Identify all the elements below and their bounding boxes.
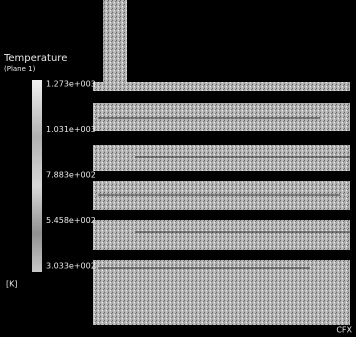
legend-subtitle: (Plane 1) [4,65,36,73]
contour-domain [93,82,350,325]
unit: [K] [6,280,18,289]
legend-label: 3.033e+002 [46,262,96,271]
band [93,145,350,171]
band [93,220,350,250]
legend-label: 7.883e+002 [46,171,96,180]
band [93,260,350,325]
page: Temperature (Plane 1) 1.273e+003 1.031e+0… [0,0,356,337]
legend-title: Temperature [3,53,67,64]
legend-label: 1.031e+003 [46,125,96,134]
band [93,82,350,91]
legend-label: 1.273e+003 [46,80,96,89]
band [93,103,350,131]
inlet [103,0,127,86]
color-bar [32,80,42,272]
legend-label: 5.458e+002 [46,216,96,225]
screenshot: Temperature (Plane 1) 1.273e+003 1.031e+0… [0,0,356,337]
logo: CFX [336,326,352,335]
